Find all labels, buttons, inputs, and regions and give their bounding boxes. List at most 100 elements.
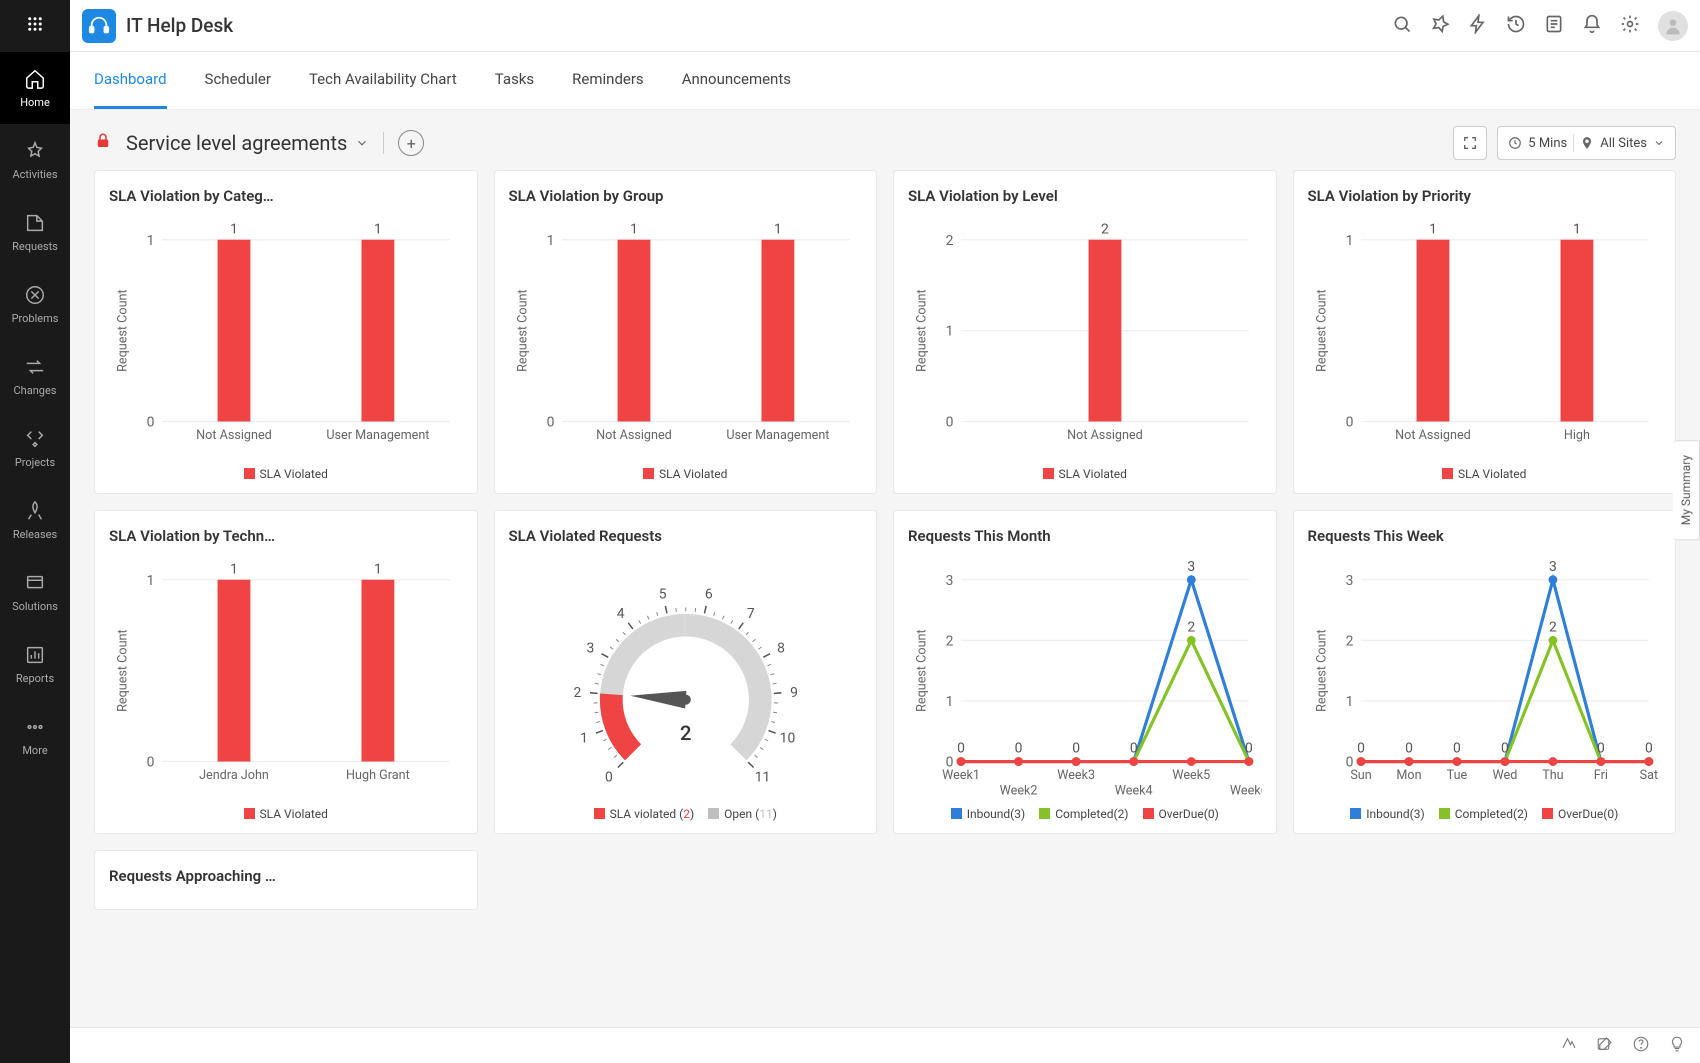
sidebar-item-reports[interactable]: Reports — [0, 628, 70, 700]
page-toolbar: Service level agreements + 5 Mins All Si… — [70, 110, 1700, 170]
more-icon — [24, 716, 46, 738]
svg-text:High: High — [1563, 428, 1589, 443]
note-icon[interactable] — [1544, 14, 1564, 38]
chart-legend: SLA Violated — [908, 467, 1262, 481]
legend-item: Inbound(3) — [951, 807, 1026, 821]
chart: 012345678910112 — [509, 555, 863, 799]
divider — [383, 132, 384, 154]
pin-icon[interactable] — [1430, 14, 1450, 38]
my-summary-tab[interactable]: My Summary — [1673, 440, 1700, 540]
projects-icon — [24, 428, 46, 450]
svg-text:1: 1 — [580, 731, 588, 747]
idea-icon[interactable] — [1668, 1035, 1686, 1057]
svg-text:1: 1 — [1345, 233, 1353, 249]
sidebar-item-projects[interactable]: Projects — [0, 412, 70, 484]
svg-text:Week4: Week4 — [1115, 783, 1153, 798]
sidebar-item-more[interactable]: More — [0, 700, 70, 772]
chart: 011Not Assigned1User ManagementRequest C… — [509, 215, 863, 459]
svg-text:3: 3 — [586, 641, 594, 657]
svg-text:1: 1 — [630, 221, 638, 237]
svg-text:0: 0 — [1453, 741, 1461, 757]
tab-dashboard[interactable]: Dashboard — [94, 52, 167, 109]
page-title: Service level agreements — [126, 131, 347, 155]
sidebar-item-requests[interactable]: Requests — [0, 196, 70, 268]
sidebar-item-home[interactable]: Home — [0, 52, 70, 124]
help-icon[interactable] — [1632, 1035, 1650, 1057]
chart-legend: SLA Violated — [109, 467, 463, 481]
dashboard-card: SLA Violated Requests 012345678910112 SL… — [494, 510, 878, 834]
flash-icon[interactable] — [1468, 14, 1488, 38]
app-launcher[interactable] — [0, 0, 70, 52]
svg-text:1: 1 — [1345, 694, 1353, 710]
tab-tasks[interactable]: Tasks — [495, 52, 534, 109]
svg-text:Request Count: Request Count — [915, 289, 930, 371]
svg-text:0: 0 — [546, 415, 554, 431]
svg-text:0: 0 — [1072, 741, 1080, 757]
fullscreen-button[interactable] — [1453, 126, 1487, 160]
search-icon[interactable] — [1392, 14, 1412, 38]
svg-text:Request Count: Request Count — [1314, 289, 1329, 371]
dashboard-card: Requests This Month 01230000320Week1Week… — [893, 510, 1277, 834]
card-title: SLA Violation by Level — [908, 187, 1262, 205]
svg-text:1: 1 — [147, 233, 155, 249]
dashboard-card: SLA Violation by Techn… 011Jendra John1H… — [94, 510, 478, 834]
sidebar-item-changes[interactable]: Changes — [0, 340, 70, 412]
svg-text:Week1: Week1 — [942, 768, 980, 783]
svg-text:Not Assigned: Not Assigned — [1067, 428, 1143, 443]
problems-icon — [24, 284, 46, 306]
dashboard-card: SLA Violation by Categ… 011Not Assigned1… — [94, 170, 478, 494]
chart: 011Jendra John1Hugh GrantRequest Count — [109, 555, 463, 799]
svg-text:1: 1 — [147, 573, 155, 589]
svg-text:Mon: Mon — [1396, 768, 1421, 783]
dashboard-card: Requests Approaching … — [94, 850, 478, 910]
history-icon[interactable] — [1506, 14, 1526, 38]
svg-text:2: 2 — [1549, 619, 1557, 635]
sidebar-item-releases[interactable]: Releases — [0, 484, 70, 556]
activities-icon — [24, 140, 46, 162]
assistant-icon[interactable] — [1560, 1035, 1578, 1057]
svg-text:0: 0 — [1357, 741, 1365, 757]
sidebar-item-label: Activities — [13, 168, 58, 181]
svg-text:0: 0 — [1405, 741, 1413, 757]
tab-reminders[interactable]: Reminders — [572, 52, 644, 109]
tabs: Dashboard Scheduler Tech Availability Char… — [70, 52, 1700, 110]
sidebar-item-activities[interactable]: Activities — [0, 124, 70, 196]
reports-icon — [24, 644, 46, 666]
page-title-dropdown[interactable]: Service level agreements — [126, 131, 369, 155]
svg-text:1: 1 — [946, 694, 954, 710]
svg-text:0: 0 — [605, 769, 613, 785]
svg-text:Fri: Fri — [1593, 768, 1607, 783]
sidebar-item-problems[interactable]: Problems — [0, 268, 70, 340]
releases-icon — [24, 500, 46, 522]
svg-text:0: 0 — [1644, 741, 1652, 757]
solutions-icon — [24, 572, 46, 594]
svg-text:2: 2 — [680, 721, 691, 745]
statusbar — [70, 1027, 1700, 1063]
svg-text:Week3: Week3 — [1057, 768, 1095, 783]
svg-text:1: 1 — [374, 561, 382, 577]
sidebar-item-solutions[interactable]: Solutions — [0, 556, 70, 628]
svg-text:Not Assigned: Not Assigned — [596, 428, 672, 443]
add-button[interactable]: + — [398, 130, 424, 156]
svg-text:3: 3 — [1549, 559, 1557, 575]
svg-text:3: 3 — [946, 573, 954, 589]
tab-scheduler[interactable]: Scheduler — [205, 52, 271, 109]
svg-text:0: 0 — [1345, 415, 1353, 431]
sidebar-item-label: Requests — [12, 240, 58, 253]
svg-text:1: 1 — [1429, 221, 1437, 237]
chart-legend: SLA Violated — [1308, 467, 1662, 481]
svg-text:2: 2 — [573, 685, 581, 701]
svg-text:5: 5 — [658, 586, 666, 602]
content: SLA Violation by Categ… 011Not Assigned1… — [70, 170, 1700, 1027]
bell-icon[interactable] — [1582, 14, 1602, 38]
svg-text:Request Count: Request Count — [116, 289, 131, 371]
avatar[interactable] — [1658, 11, 1688, 41]
gear-icon[interactable] — [1620, 14, 1640, 38]
tab-tech-availability-chart[interactable]: Tech Availability Chart — [309, 52, 457, 109]
chart — [109, 895, 463, 897]
compose-icon[interactable] — [1596, 1035, 1614, 1057]
svg-text:0: 0 — [147, 415, 155, 431]
refresh-sites-control[interactable]: 5 Mins All Sites — [1497, 126, 1676, 160]
tab-announcements[interactable]: Announcements — [682, 52, 791, 109]
svg-text:2: 2 — [1101, 221, 1109, 237]
